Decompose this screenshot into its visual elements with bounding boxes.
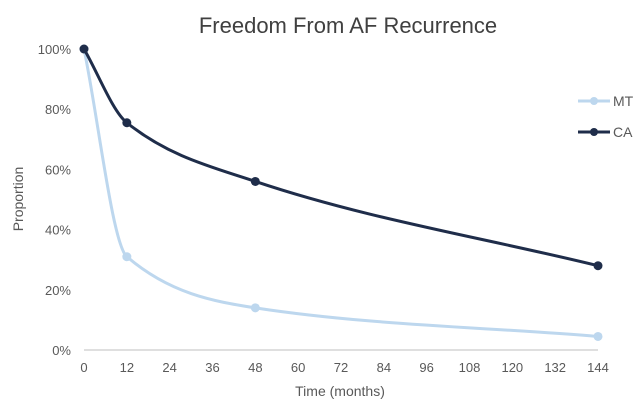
legend: MT CA [578, 93, 634, 140]
x-tick-label: 132 [544, 360, 566, 375]
x-tick-label: 108 [459, 360, 481, 375]
x-axis-ticks: 0 12 24 36 48 60 72 84 96 108 120 132 144 [80, 360, 608, 375]
series-line-ca [82, 48, 599, 268]
y-axis-ticks: 0% 20% 40% 60% 80% 100% [38, 42, 72, 358]
series-line-mt [82, 48, 599, 338]
x-tick-label: 36 [205, 360, 219, 375]
data-point-mt [122, 252, 132, 262]
x-tick-label: 144 [587, 360, 609, 375]
legend-label-ca: CA [613, 124, 633, 140]
y-tick-label: 60% [45, 162, 71, 177]
legend-item-ca: CA [578, 124, 633, 140]
legend-item-mt: MT [578, 93, 634, 109]
x-tick-label: 48 [248, 360, 262, 375]
x-tick-label: 72 [334, 360, 348, 375]
series-layer [79, 44, 603, 341]
x-tick-label: 60 [291, 360, 305, 375]
y-tick-label: 80% [45, 102, 71, 117]
x-tick-label: 84 [377, 360, 391, 375]
data-point-mt [593, 331, 603, 341]
y-tick-label: 20% [45, 283, 71, 298]
series-mt [79, 44, 603, 341]
data-point-ca [250, 176, 260, 186]
x-tick-label: 12 [120, 360, 134, 375]
data-point-mt [250, 303, 260, 313]
x-axis-label: Time (months) [295, 383, 385, 399]
x-tick-label: 0 [80, 360, 87, 375]
y-axis-label: Proportion [10, 167, 26, 232]
data-point-ca [79, 44, 89, 54]
data-point-ca [122, 118, 132, 128]
chart-title: Freedom From AF Recurrence [199, 13, 497, 38]
y-tick-label: 0% [52, 343, 71, 358]
data-point-ca [593, 261, 603, 271]
x-tick-label: 24 [162, 360, 176, 375]
x-tick-label: 120 [501, 360, 523, 375]
legend-label-mt: MT [613, 93, 634, 109]
legend-marker-mt [590, 97, 598, 105]
legend-marker-ca [590, 128, 598, 136]
series-ca [79, 44, 603, 271]
x-tick-label: 96 [419, 360, 433, 375]
y-tick-label: 40% [45, 223, 71, 238]
y-tick-label: 100% [38, 42, 72, 57]
